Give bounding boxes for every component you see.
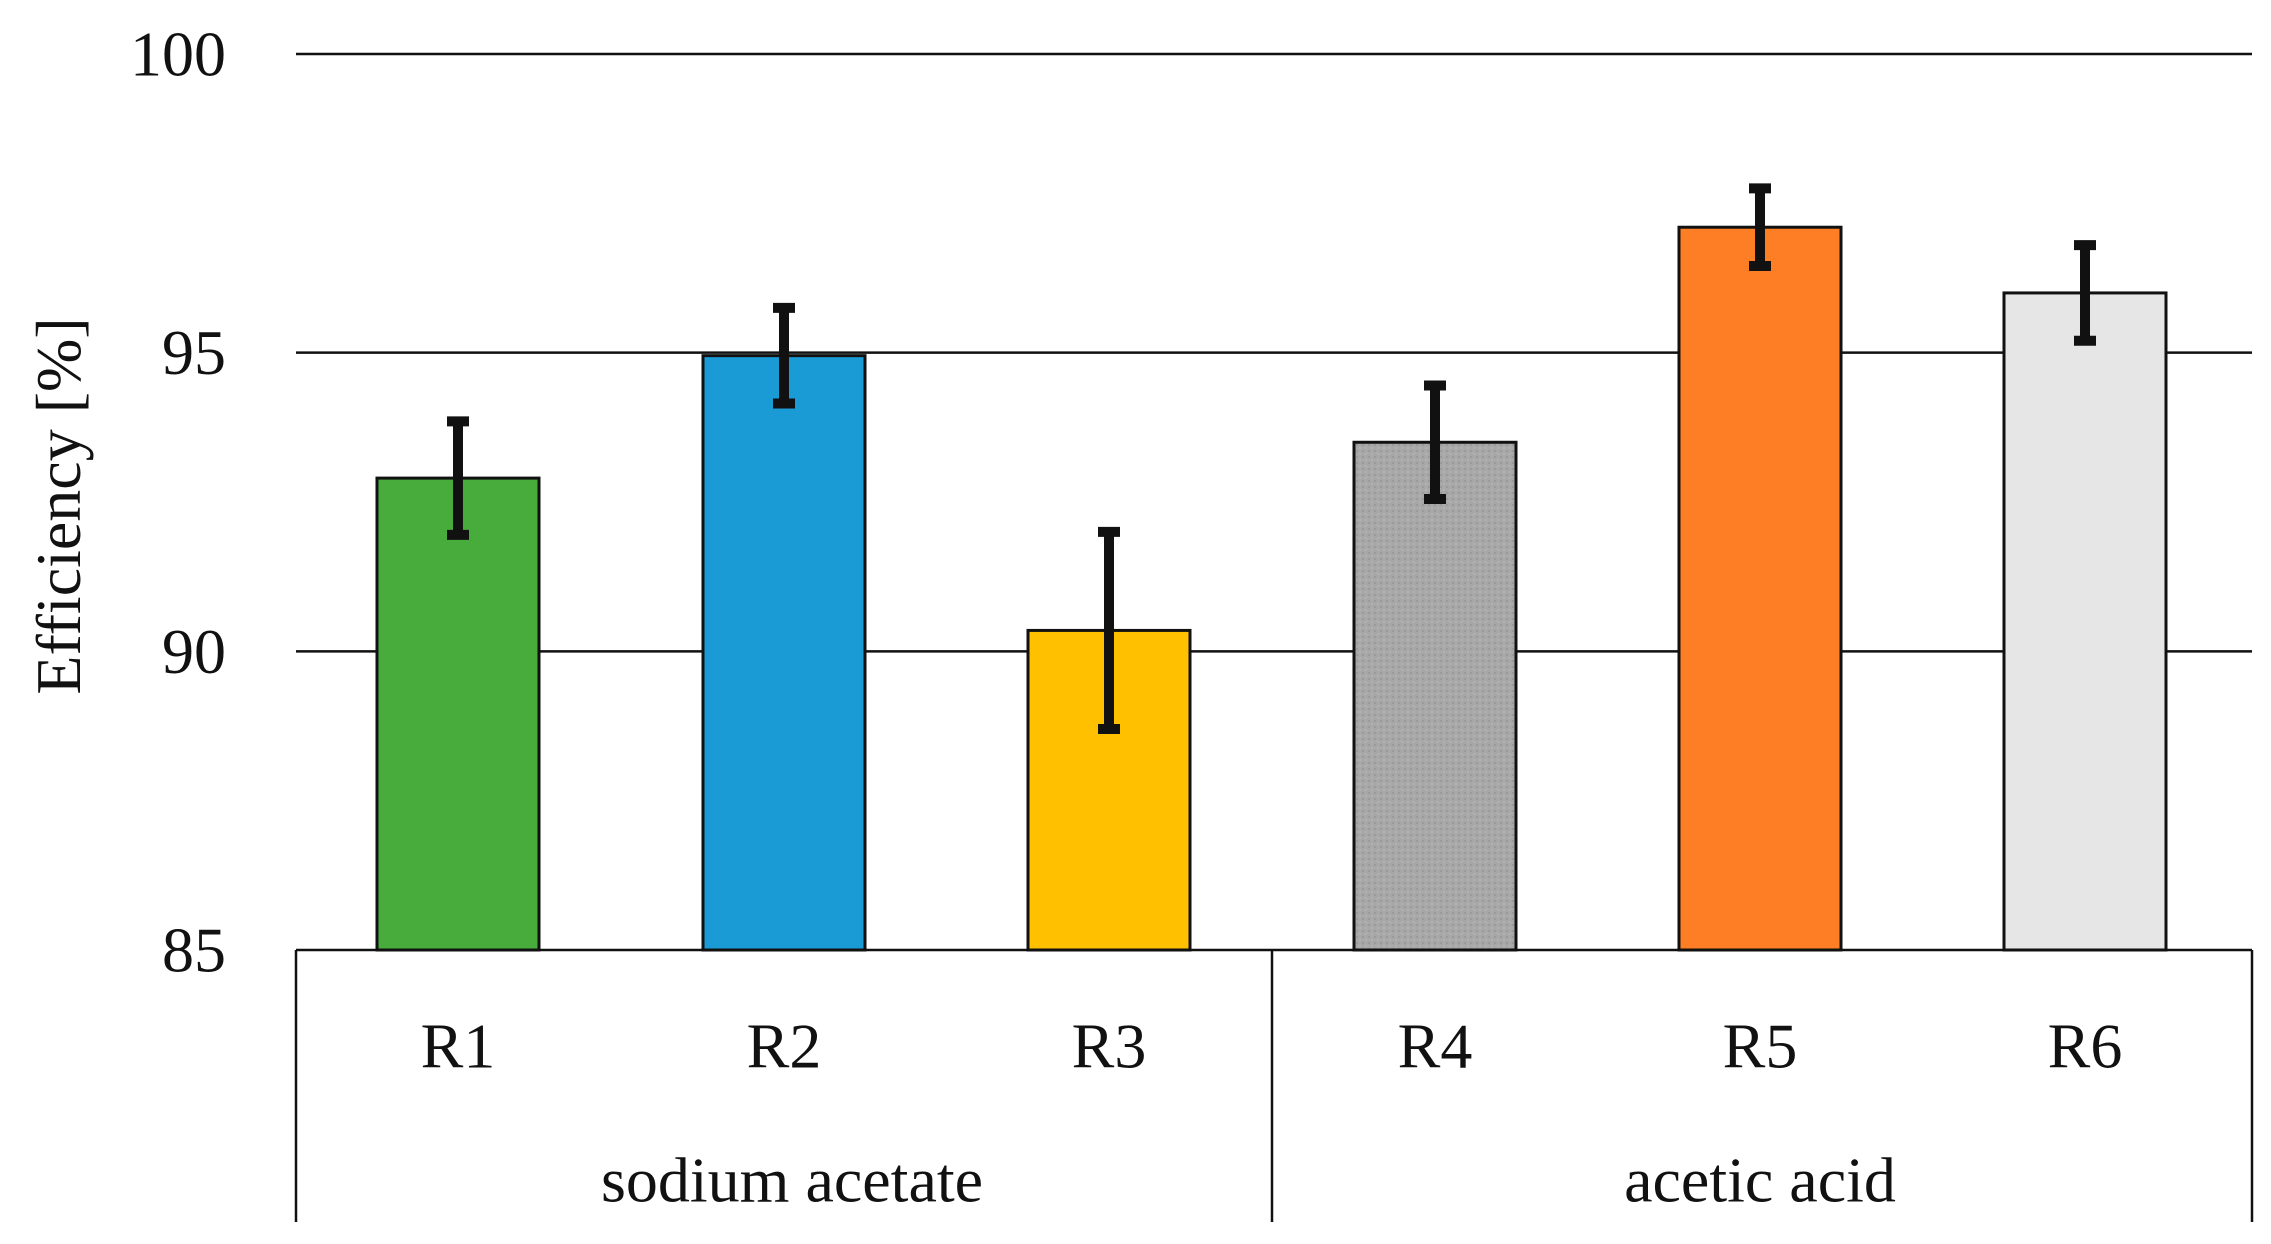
bar-r2 bbox=[701, 354, 867, 952]
bar-r6 bbox=[2002, 291, 2168, 952]
error-bars bbox=[447, 183, 2096, 734]
bars bbox=[375, 225, 2168, 952]
x-tick-label-r3: R3 bbox=[1072, 1011, 1147, 1082]
bar-r5 bbox=[1677, 225, 1843, 952]
x-tick-label-r2: R2 bbox=[747, 1011, 822, 1082]
y-tick-label: 100 bbox=[130, 19, 226, 90]
bar-r1 bbox=[375, 476, 541, 952]
x-tick-label-r6: R6 bbox=[2048, 1011, 2123, 1082]
y-tick-label: 90 bbox=[162, 616, 226, 687]
y-axis-ticks: 85 90 95 100 bbox=[130, 19, 226, 986]
y-tick-label: 85 bbox=[162, 915, 226, 986]
gridlines bbox=[296, 52, 2252, 653]
x-tick-label-r5: R5 bbox=[1723, 1011, 1798, 1082]
group-label-1: sodium acetate bbox=[601, 1145, 983, 1216]
y-axis-label: Efficiency [%] bbox=[23, 317, 94, 694]
bar-r4 bbox=[1352, 440, 1518, 952]
group-label-2: acetic acid bbox=[1624, 1145, 1896, 1216]
y-tick-label: 95 bbox=[162, 317, 226, 388]
x-axis-table: R1 R2 R3 R4 R5 R6 sodium acetate acetic acid bbox=[294, 948, 2254, 1222]
x-tick-label-r4: R4 bbox=[1398, 1011, 1473, 1082]
x-tick-label-r1: R1 bbox=[421, 1011, 496, 1082]
